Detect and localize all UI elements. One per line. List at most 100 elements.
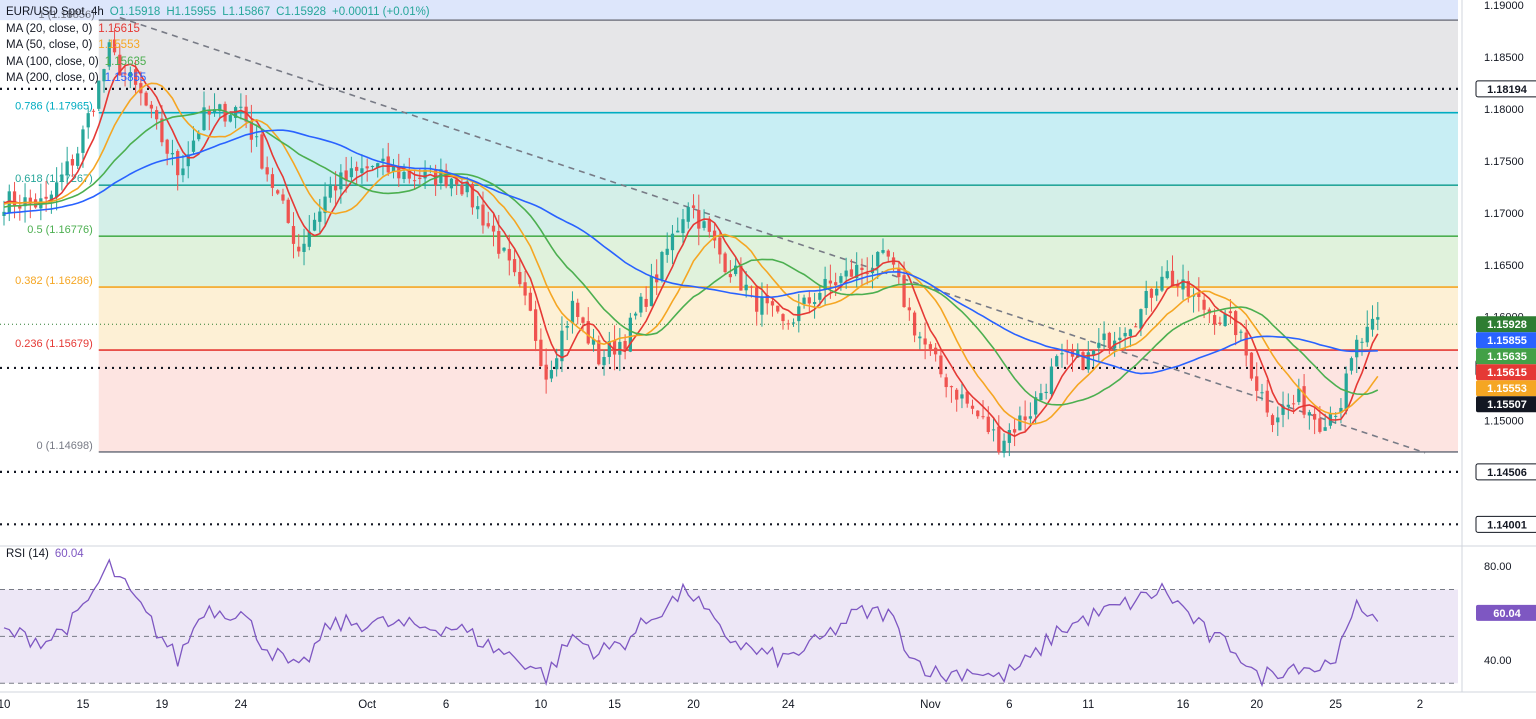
candle-body: [965, 391, 969, 404]
candle-body: [49, 194, 54, 201]
level-badge-label: 1.14506: [1487, 467, 1527, 479]
candle-body: [949, 386, 954, 388]
candle-body: [470, 183, 475, 208]
candle-body: [65, 161, 69, 175]
candle-body: [1249, 352, 1254, 379]
candle-body: [697, 210, 701, 229]
candle-body: [1170, 270, 1175, 287]
price-tick-label: 1.19000: [1484, 0, 1524, 12]
candle-body: [1028, 416, 1033, 419]
price-axis[interactable]: 1.19000 1.18500 1.18000 1.17500 1.17000 1.165…: [1475, 0, 1536, 533]
time-tick-label: 6: [443, 699, 449, 711]
candle-body: [765, 295, 769, 304]
trendline[interactable]: [119, 16, 1426, 454]
price-tick-label: 1.18500: [1484, 52, 1524, 64]
candle-body: [318, 211, 322, 222]
rsi-panel: 80.00 40.00 60.04: [0, 545, 1536, 688]
symbol-row: EUR/USD Spot, 4h O1.15918 H1.15955 L1.15…: [6, 4, 430, 21]
price-badge-label: 1.15553: [1487, 383, 1527, 395]
candle-body: [533, 309, 538, 341]
candle-body: [1007, 430, 1011, 443]
candle-body: [1365, 326, 1369, 343]
ma200-row[interactable]: MA (200, close, 0) 1.15855: [6, 70, 430, 87]
candle-body: [781, 314, 785, 322]
candle-body: [597, 340, 601, 365]
time-tick-label: 15: [77, 699, 90, 711]
ma100-row[interactable]: MA (100, close, 0) 1.15635: [6, 54, 430, 71]
rsi-tick-label: 40.00: [1484, 655, 1512, 667]
candle-body: [86, 113, 90, 128]
candle-body: [923, 338, 927, 345]
ma-line: [3, 108, 1379, 406]
time-tick-label: Nov: [920, 699, 941, 711]
candle-body: [1165, 271, 1169, 279]
candle-body: [186, 154, 190, 167]
candle-body: [991, 429, 996, 431]
level-badge: [1475, 515, 1536, 533]
fibonacci-zones: [0, 0, 1459, 452]
candle-body: [928, 344, 933, 349]
candle-body: [1218, 322, 1222, 324]
candle-body: [960, 394, 964, 399]
candle-body: [1049, 366, 1054, 395]
candle-body: [1312, 413, 1317, 420]
candle-body: [555, 358, 559, 370]
symbol-label[interactable]: EUR/USD Spot, 4h: [6, 6, 104, 18]
price-tick-label: 1.17500: [1484, 156, 1524, 168]
candle-body: [1291, 403, 1296, 405]
ma-line: [3, 82, 1379, 426]
price-badge-label: 1.15928: [1487, 319, 1527, 331]
candle-body: [102, 69, 106, 82]
level-badge: [1475, 463, 1536, 481]
ma50-row[interactable]: MA (50, close, 0) 1.15553: [6, 37, 430, 54]
price-badge: [1476, 396, 1536, 413]
candle-body: [544, 364, 548, 380]
candle-body: [207, 109, 211, 115]
fibonacci-lines: 1 (1.18856) 0.786 (1.17965) 0.618 (1.17267…: [15, 9, 1458, 453]
candle-body: [228, 115, 232, 122]
candle-body: [307, 231, 311, 247]
candle-body: [165, 139, 169, 154]
ma200-label: MA (200, close, 0): [6, 72, 99, 84]
candle-body: [1270, 415, 1275, 426]
candle-body: [112, 39, 117, 53]
ma20-row[interactable]: MA (20, close, 0) 1.15615: [6, 21, 430, 38]
candle-body: [370, 166, 375, 168]
candle-body: [639, 296, 643, 313]
candle-body: [802, 297, 806, 305]
time-tick-label: 16: [1177, 699, 1190, 711]
candle-body: [718, 237, 722, 255]
candle-body: [1155, 288, 1159, 296]
candle-body: [486, 223, 490, 227]
candle-body: [1055, 356, 1059, 367]
candle-body: [1160, 276, 1164, 291]
candle-body: [1255, 376, 1259, 391]
candle-body: [312, 219, 317, 231]
candle-body: [512, 259, 517, 273]
candle-body: [355, 166, 359, 171]
candle-body: [691, 205, 696, 208]
candle-body: [391, 166, 396, 173]
rsi-legend[interactable]: RSI (14) 60.04: [6, 548, 84, 560]
candle-body: [376, 163, 380, 168]
fib-zone: [98, 185, 1459, 237]
candle-body: [881, 250, 885, 253]
rsi-value-badge: [1476, 604, 1536, 621]
fib-zone-top: [98, 20, 1459, 113]
candle-body: [76, 153, 80, 166]
candle-body: [560, 330, 564, 362]
candle-body: [855, 264, 859, 279]
candle-body: [976, 410, 980, 417]
candle-body: [955, 389, 959, 400]
candle-body: [502, 247, 506, 251]
candle-body: [1186, 281, 1190, 297]
candle-body: [12, 191, 17, 207]
time-tick-label: 24: [782, 699, 795, 711]
candle-body: [1344, 373, 1348, 411]
candle-body: [1212, 315, 1217, 325]
candle-body: [476, 206, 480, 210]
change-value: +0.00011 (+0.01%): [332, 6, 430, 18]
candle-body: [576, 302, 580, 317]
